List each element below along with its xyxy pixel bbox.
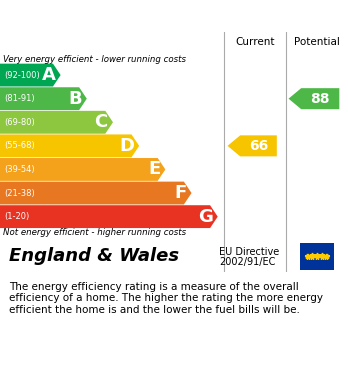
Text: D: D [119,137,134,155]
Text: Current: Current [236,37,275,47]
Text: EU Directive: EU Directive [219,247,279,257]
Polygon shape [0,158,165,181]
Polygon shape [0,205,218,228]
Text: Not energy efficient - higher running costs: Not energy efficient - higher running co… [3,228,187,237]
Text: E: E [148,160,160,178]
Polygon shape [228,135,277,156]
Text: The energy efficiency rating is a measure of the overall efficiency of a home. T: The energy efficiency rating is a measur… [9,282,323,315]
Polygon shape [0,182,191,204]
Text: (81-91): (81-91) [4,94,35,103]
Polygon shape [0,135,139,157]
Polygon shape [0,111,113,134]
Text: England & Wales: England & Wales [9,247,179,265]
Bar [300,243,334,269]
Text: 2002/91/EC: 2002/91/EC [219,257,276,267]
Text: G: G [198,208,213,226]
Polygon shape [0,87,87,110]
Text: 66: 66 [249,139,268,153]
Text: (21-38): (21-38) [4,188,35,197]
Text: Very energy efficient - lower running costs: Very energy efficient - lower running co… [3,55,187,64]
Text: (1-20): (1-20) [4,212,30,221]
Polygon shape [288,88,339,109]
Text: (92-100): (92-100) [4,71,40,80]
Text: A: A [41,66,55,84]
Text: Potential: Potential [294,37,340,47]
Text: 88: 88 [310,91,330,106]
Text: C: C [95,113,108,131]
Text: (69-80): (69-80) [4,118,35,127]
Text: Energy Efficiency Rating: Energy Efficiency Rating [9,7,238,25]
Polygon shape [0,64,61,86]
Text: (39-54): (39-54) [4,165,35,174]
Text: B: B [68,90,81,108]
Text: F: F [174,184,186,202]
Text: (55-68): (55-68) [4,142,35,151]
